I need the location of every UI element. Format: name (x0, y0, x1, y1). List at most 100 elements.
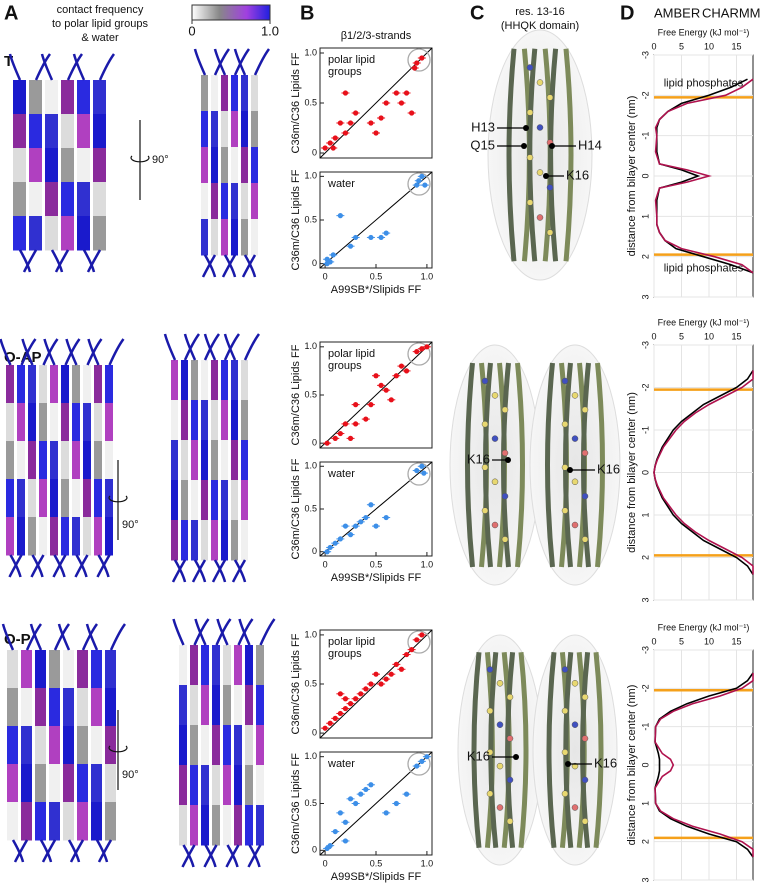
residue-label: H13 (471, 119, 495, 134)
strand-segment (17, 517, 25, 556)
x-tick-label: 10 (704, 41, 714, 51)
strand-segment (93, 148, 106, 183)
y-tick-label: 2 (640, 555, 650, 560)
strand-segment (61, 80, 74, 115)
x-tick-label: 10 (704, 636, 714, 646)
x-axis-label: Free Energy (kJ mol⁻¹) (658, 622, 750, 632)
legend-entry: AMBER (654, 5, 700, 20)
point (393, 373, 399, 379)
loop (96, 554, 111, 578)
point (388, 397, 394, 403)
y-tick-label: -2 (640, 91, 650, 99)
strand-segment (221, 183, 228, 220)
loop (69, 839, 85, 863)
loop (72, 53, 86, 81)
loop (203, 333, 221, 361)
y-tick-label: 1.0 (304, 171, 317, 181)
strand-segment (39, 365, 47, 404)
point (342, 838, 349, 844)
strand-segment (241, 480, 248, 521)
y-axis-label: C36m/C36 Lipids FF (290, 52, 302, 153)
point (342, 705, 349, 712)
loop (66, 53, 84, 81)
strand-segment (256, 645, 264, 686)
annotation: water (327, 178, 355, 190)
strand-segment (50, 403, 58, 442)
loop (193, 559, 207, 583)
identity-line (319, 171, 433, 269)
point (393, 90, 399, 96)
loop (213, 48, 231, 76)
strand-segment (212, 805, 220, 846)
strand-segment (190, 645, 198, 686)
point (363, 416, 369, 422)
point (368, 681, 374, 687)
strand-segment (179, 765, 187, 806)
residue-label: K16 (597, 461, 620, 476)
residue (481, 420, 489, 428)
y-axis-label: C36m/C36 Lipids FF (290, 344, 302, 445)
y-tick-label: 0 (312, 438, 317, 448)
highlight-circle (407, 172, 431, 196)
protein-renders (0, 48, 276, 868)
residue (581, 492, 589, 500)
strand-segment (91, 688, 102, 727)
strand-segment (190, 725, 198, 766)
annotation: lipid phosphates (664, 263, 744, 275)
strand-segment (223, 805, 231, 846)
point (409, 647, 415, 653)
annotation: water (327, 468, 355, 480)
point (373, 373, 379, 379)
strand-segment (221, 111, 228, 148)
strand-segment (181, 360, 188, 401)
loop (74, 554, 89, 578)
strand-segment (201, 75, 208, 112)
x-tick-label: 5 (679, 331, 684, 341)
y-tick-label: 2 (640, 254, 650, 259)
strand-segment (241, 520, 248, 561)
strand-segment (83, 403, 91, 442)
loop (87, 338, 100, 366)
loop (243, 333, 261, 361)
strand-segment (245, 645, 253, 686)
residue-label: K16 (467, 748, 490, 763)
y-tick-label: 0.5 (304, 214, 317, 224)
y-tick-label: 0 (312, 845, 317, 855)
point (337, 810, 343, 816)
residue (561, 790, 569, 797)
strand-segment (234, 645, 242, 686)
strand-segment (201, 480, 208, 521)
loop (233, 48, 251, 76)
strand-segment (45, 182, 58, 217)
strand-segment (72, 365, 80, 404)
strand-segment (45, 114, 58, 149)
loop (223, 254, 237, 278)
y-axis-label: distance from bilayer center (nm) (626, 685, 638, 846)
strand-segment (49, 726, 60, 765)
highlight-circle (407, 48, 431, 72)
x-tick-label: 5 (679, 636, 684, 646)
annotation: polar lipid (328, 54, 375, 66)
residue (571, 521, 579, 529)
point (373, 130, 379, 136)
strand-segment (17, 441, 25, 480)
loop (211, 559, 227, 583)
point (414, 637, 420, 643)
y-tick-label: 1 (640, 801, 650, 806)
y-axis-label: C36m/C36 Lipids FF (290, 169, 302, 270)
strand-segment (245, 765, 253, 806)
strand-segment (13, 80, 26, 115)
strand-segment (77, 802, 88, 841)
strand-segment (28, 517, 36, 556)
residue (496, 762, 504, 770)
point (416, 178, 422, 184)
y-axis-label: C36m/C36 Lipids FF (290, 458, 302, 559)
strand-segment (28, 479, 36, 518)
strand-segment (171, 480, 178, 521)
annotation: groups (328, 648, 362, 660)
loop (204, 844, 217, 868)
strand-segment (256, 685, 264, 726)
strand-segment (83, 517, 91, 556)
strand-segment (251, 111, 258, 148)
residue (481, 464, 489, 471)
